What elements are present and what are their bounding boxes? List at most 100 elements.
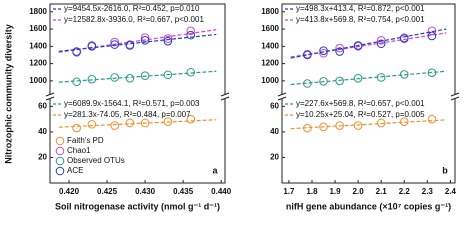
data-point <box>319 77 328 86</box>
x-tick-label: 0.435 <box>173 187 194 196</box>
x-axis-label: Soil nitrogenase activity (nmol g⁻¹ d⁻¹) <box>55 201 220 211</box>
x-tick-label: 2.0 <box>353 187 365 196</box>
data-point <box>163 70 173 80</box>
legend-marker <box>55 156 65 166</box>
data-point <box>427 114 437 124</box>
data-point <box>72 77 81 87</box>
fit-equation: y=12582.8x-3936.0, R²=0.667, p<0.001 <box>64 15 204 24</box>
y-tick-label: 1200 <box>29 59 47 68</box>
data-point <box>186 30 196 40</box>
data-point <box>140 35 150 45</box>
x-tick-label: 1.9 <box>329 187 341 196</box>
x-tick-label: 2.1 <box>376 187 388 196</box>
fit-equation: y=6089.9x-1564.1, R²=0.571, p=0.003 <box>64 99 200 108</box>
y-tick-label: 60 <box>38 101 47 110</box>
data-point <box>353 41 363 50</box>
fit-line <box>58 29 217 53</box>
fit-equation: y=10.25x+25.04, R²=0.527, p=0.005 <box>296 110 425 119</box>
data-point <box>125 41 135 50</box>
x-axis-label: nifH gene abundance (×10⁷ copies g⁻¹) <box>286 201 451 211</box>
data-point <box>140 118 150 128</box>
data-point <box>319 48 328 58</box>
legend-marker <box>55 166 65 176</box>
legend-label: ACE <box>67 166 83 175</box>
break-mark <box>450 96 460 101</box>
x-tick-label: 0.430 <box>135 187 156 196</box>
data-point <box>186 67 196 77</box>
x-tick-label: 2.2 <box>399 187 411 196</box>
data-point <box>72 123 81 133</box>
data-point <box>186 26 196 36</box>
x-tick-label: 0.420 <box>59 187 80 196</box>
data-point <box>72 47 81 56</box>
fit-equation: y=281.3x-74.05, R²=0.484, p=0.007 <box>64 110 191 119</box>
fit-line <box>290 119 447 130</box>
data-point <box>319 46 328 55</box>
x-tick-label: 2.3 <box>422 187 434 196</box>
data-point <box>303 123 312 133</box>
data-point <box>427 31 437 41</box>
y-tick-label: 1200 <box>261 59 279 68</box>
data-point <box>87 119 97 129</box>
y-tick-label: 1800 <box>29 7 47 16</box>
x-tick-label: 1.8 <box>306 187 318 196</box>
data-point <box>140 71 150 81</box>
data-point <box>110 73 119 82</box>
fit-line <box>290 32 447 58</box>
y-tick-label: 1600 <box>29 24 47 33</box>
legend-marker <box>55 136 65 146</box>
panel-label: a <box>212 165 218 175</box>
data-point <box>110 121 119 130</box>
fit-line <box>58 119 217 128</box>
data-point <box>353 74 363 83</box>
data-point <box>125 74 135 83</box>
fit-line <box>58 70 217 83</box>
data-point <box>399 70 409 79</box>
chart: Nitrozophic community diversity 1000 1200… <box>3 3 460 211</box>
break-mark <box>277 92 287 97</box>
data-point <box>376 118 386 128</box>
data-point <box>399 34 409 43</box>
y-tick-label: 1000 <box>29 76 47 85</box>
fit-line <box>290 70 447 86</box>
legend-label: Chao1 <box>67 146 91 155</box>
data-point <box>163 117 173 127</box>
break-mark <box>450 92 460 97</box>
y-tick-label: 1800 <box>261 7 279 16</box>
y-tick-label: 40 <box>270 127 279 136</box>
fit-line <box>290 28 447 59</box>
data-point <box>376 35 386 45</box>
fit-equation: y=413.8x+569.8, R²=0.754, p<0.001 <box>296 15 425 24</box>
data-point <box>319 122 328 132</box>
x-tick-label: 2.4 <box>445 187 457 196</box>
y-tick-label: 60 <box>270 101 279 110</box>
data-point <box>399 117 409 127</box>
data-point <box>186 114 196 124</box>
break-mark <box>220 96 230 101</box>
y-axis-label: Nitrozophic community diversity <box>3 24 13 164</box>
y-tick-label: 40 <box>38 127 47 136</box>
y-tick-label: 20 <box>270 153 279 162</box>
break-mark <box>45 96 55 101</box>
fit-equation: y=9454.5x-2616.0, R²=0.452, p=0.010 <box>64 4 200 13</box>
y-tick-label: 1400 <box>29 41 47 50</box>
axis-break <box>452 94 458 99</box>
data-point <box>303 79 312 88</box>
fit-equation: y=227.6x+569.8, R²=0.657, p<0.001 <box>296 99 425 108</box>
data-point <box>427 68 437 77</box>
x-tick-label: 0.440 <box>211 187 232 196</box>
break-mark <box>45 92 55 97</box>
y-tick-label: 1400 <box>261 41 279 50</box>
panel-label: b <box>442 165 448 175</box>
break-mark <box>220 92 230 97</box>
data-point <box>303 50 312 60</box>
data-point <box>376 39 386 49</box>
y-tick-label: 1000 <box>261 76 279 85</box>
data-point <box>376 73 386 82</box>
data-point <box>163 36 173 46</box>
legend-marker <box>55 146 65 156</box>
x-tick-label: 0.425 <box>97 187 118 196</box>
data-point <box>353 121 363 130</box>
data-point <box>125 118 135 128</box>
break-mark <box>277 96 287 101</box>
